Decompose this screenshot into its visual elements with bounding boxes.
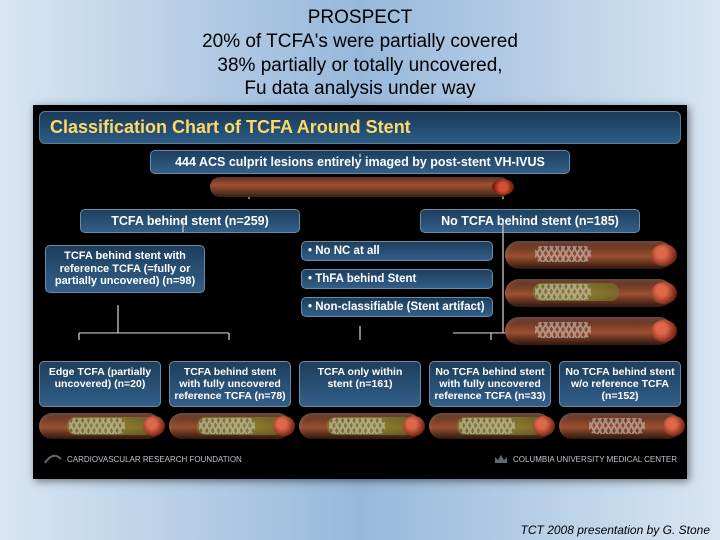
stent-icon <box>69 418 125 434</box>
stent-icon <box>589 418 645 434</box>
header-line: 38% partially or totally uncovered, <box>0 54 720 78</box>
stent-icon <box>535 284 591 300</box>
leaf-no-tcfa-uncovered: No TCFA behind stent with fully uncovere… <box>429 361 551 407</box>
leaf-fully-uncovered: TCFA behind stent with fully uncovered r… <box>169 361 291 407</box>
classification-chart: Classification Chart of TCFA Around Sten… <box>33 105 687 479</box>
tier4-row: Edge TCFA (partially uncovered) (n=20) T… <box>39 361 681 407</box>
artery-artifact <box>505 317 673 345</box>
note-nonclassifiable: • Non-classifiable (Stent artifact) <box>301 297 493 317</box>
crown-icon <box>493 451 509 467</box>
stent-icon <box>199 418 255 434</box>
swoosh-icon <box>43 449 63 469</box>
artery-leaf <box>299 413 421 439</box>
stent-icon <box>535 246 591 262</box>
artery-leaf <box>39 413 161 439</box>
slide-caption: TCT 2008 presentation by G. Stone <box>521 523 710 537</box>
header-line: 20% of TCFA's were partially covered <box>0 30 720 54</box>
header-line: Fu data analysis under way <box>0 77 720 101</box>
artery-leaf <box>429 413 551 439</box>
artery-no-nc <box>505 241 673 269</box>
footer-left-text: CARDIOVASCULAR RESEARCH FOUNDATION <box>67 455 242 464</box>
note-no-nc: • No NC at all <box>301 241 493 261</box>
footer-right-text: COLUMBIA UNIVERSITY MEDICAL CENTER <box>513 455 677 464</box>
header-line: PROSPECT <box>0 6 720 30</box>
tier5-arteries <box>39 413 681 439</box>
node-no-tcfa-behind: No TCFA behind stent (n=185) <box>420 209 640 233</box>
slide-header: PROSPECT 20% of TCFA's were partially co… <box>0 0 720 105</box>
node-ref-tcfa: TCFA behind stent with reference TCFA (=… <box>45 245 205 293</box>
chart-title: Classification Chart of TCFA Around Sten… <box>39 111 681 144</box>
artery-leaf <box>559 413 681 439</box>
chart-footer: CARDIOVASCULAR RESEARCH FOUNDATION COLUM… <box>39 445 681 473</box>
leaf-within-stent: TCFA only within stent (n=161) <box>299 361 421 407</box>
artery-stack-right <box>505 241 675 345</box>
stent-icon <box>459 418 515 434</box>
leaf-edge-tcfa: Edge TCFA (partially uncovered) (n=20) <box>39 361 161 407</box>
tier3-left: TCFA behind stent with reference TCFA (=… <box>45 245 205 293</box>
artery-illustration-top <box>210 177 510 197</box>
artery-leaf <box>169 413 291 439</box>
logo-columbia: COLUMBIA UNIVERSITY MEDICAL CENTER <box>493 451 677 467</box>
note-thfa: • ThFA behind Stent <box>301 269 493 289</box>
tier3-wrap: TCFA behind stent with reference TCFA (=… <box>39 241 681 353</box>
node-tcfa-behind: TCFA behind stent (n=259) <box>80 209 300 233</box>
leaf-no-tcfa-no-ref: No TCFA behind stent w/o reference TCFA … <box>559 361 681 407</box>
root-node: 444 ACS culprit lesions entirely imaged … <box>150 150 570 174</box>
artery-thfa <box>505 279 673 307</box>
logo-crf: CARDIOVASCULAR RESEARCH FOUNDATION <box>43 449 242 469</box>
tier3-right: • No NC at all • ThFA behind Stent • Non… <box>301 241 493 317</box>
stent-icon <box>329 418 385 434</box>
stent-icon <box>535 322 591 338</box>
tier2-row: TCFA behind stent (n=259) No TCFA behind… <box>39 209 681 233</box>
